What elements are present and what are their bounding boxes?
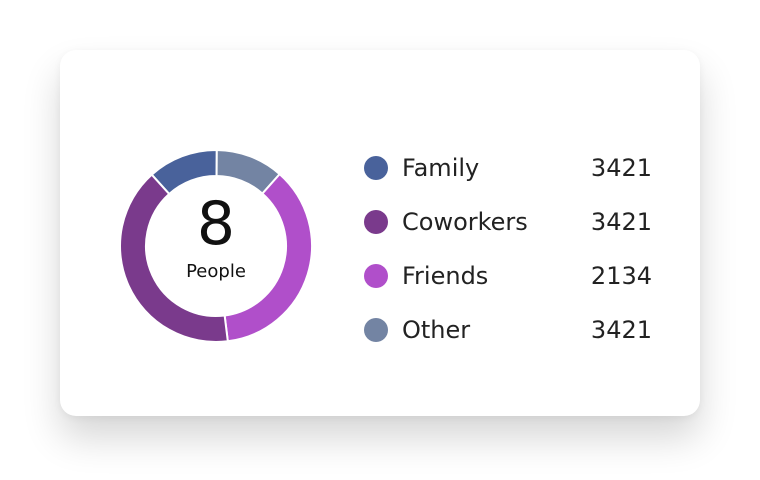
- legend-item-other: Other 3421: [360, 304, 660, 358]
- legend-item-family: Family 3421: [360, 142, 660, 196]
- chart-card: 8 People Family 3421 Coworkers 3421 Frie…: [60, 50, 700, 416]
- donut-slice-coworkers: [119, 173, 229, 343]
- legend-label: Other: [402, 316, 471, 344]
- legend-value: 3421: [590, 208, 652, 236]
- legend-item-friends: Friends 2134: [360, 250, 660, 304]
- legend-label: Friends: [402, 262, 489, 290]
- donut-chart: [119, 148, 313, 343]
- legend-label: Family: [402, 154, 480, 182]
- legend-dot-friends: [364, 264, 388, 288]
- legend-dot-coworkers: [364, 210, 388, 234]
- legend-value: 3421: [590, 154, 652, 182]
- legend: Family 3421 Coworkers 3421 Friends 2134 …: [360, 142, 660, 358]
- legend-dot-family: [364, 156, 388, 180]
- total-label: People: [186, 261, 246, 282]
- legend-value: 2134: [590, 262, 652, 290]
- legend-item-coworkers: Coworkers 3421: [360, 196, 660, 250]
- legend-value: 3421: [590, 316, 652, 344]
- legend-label: Coworkers: [402, 208, 528, 236]
- legend-dot-other: [364, 318, 388, 342]
- total-count: 8: [196, 189, 236, 259]
